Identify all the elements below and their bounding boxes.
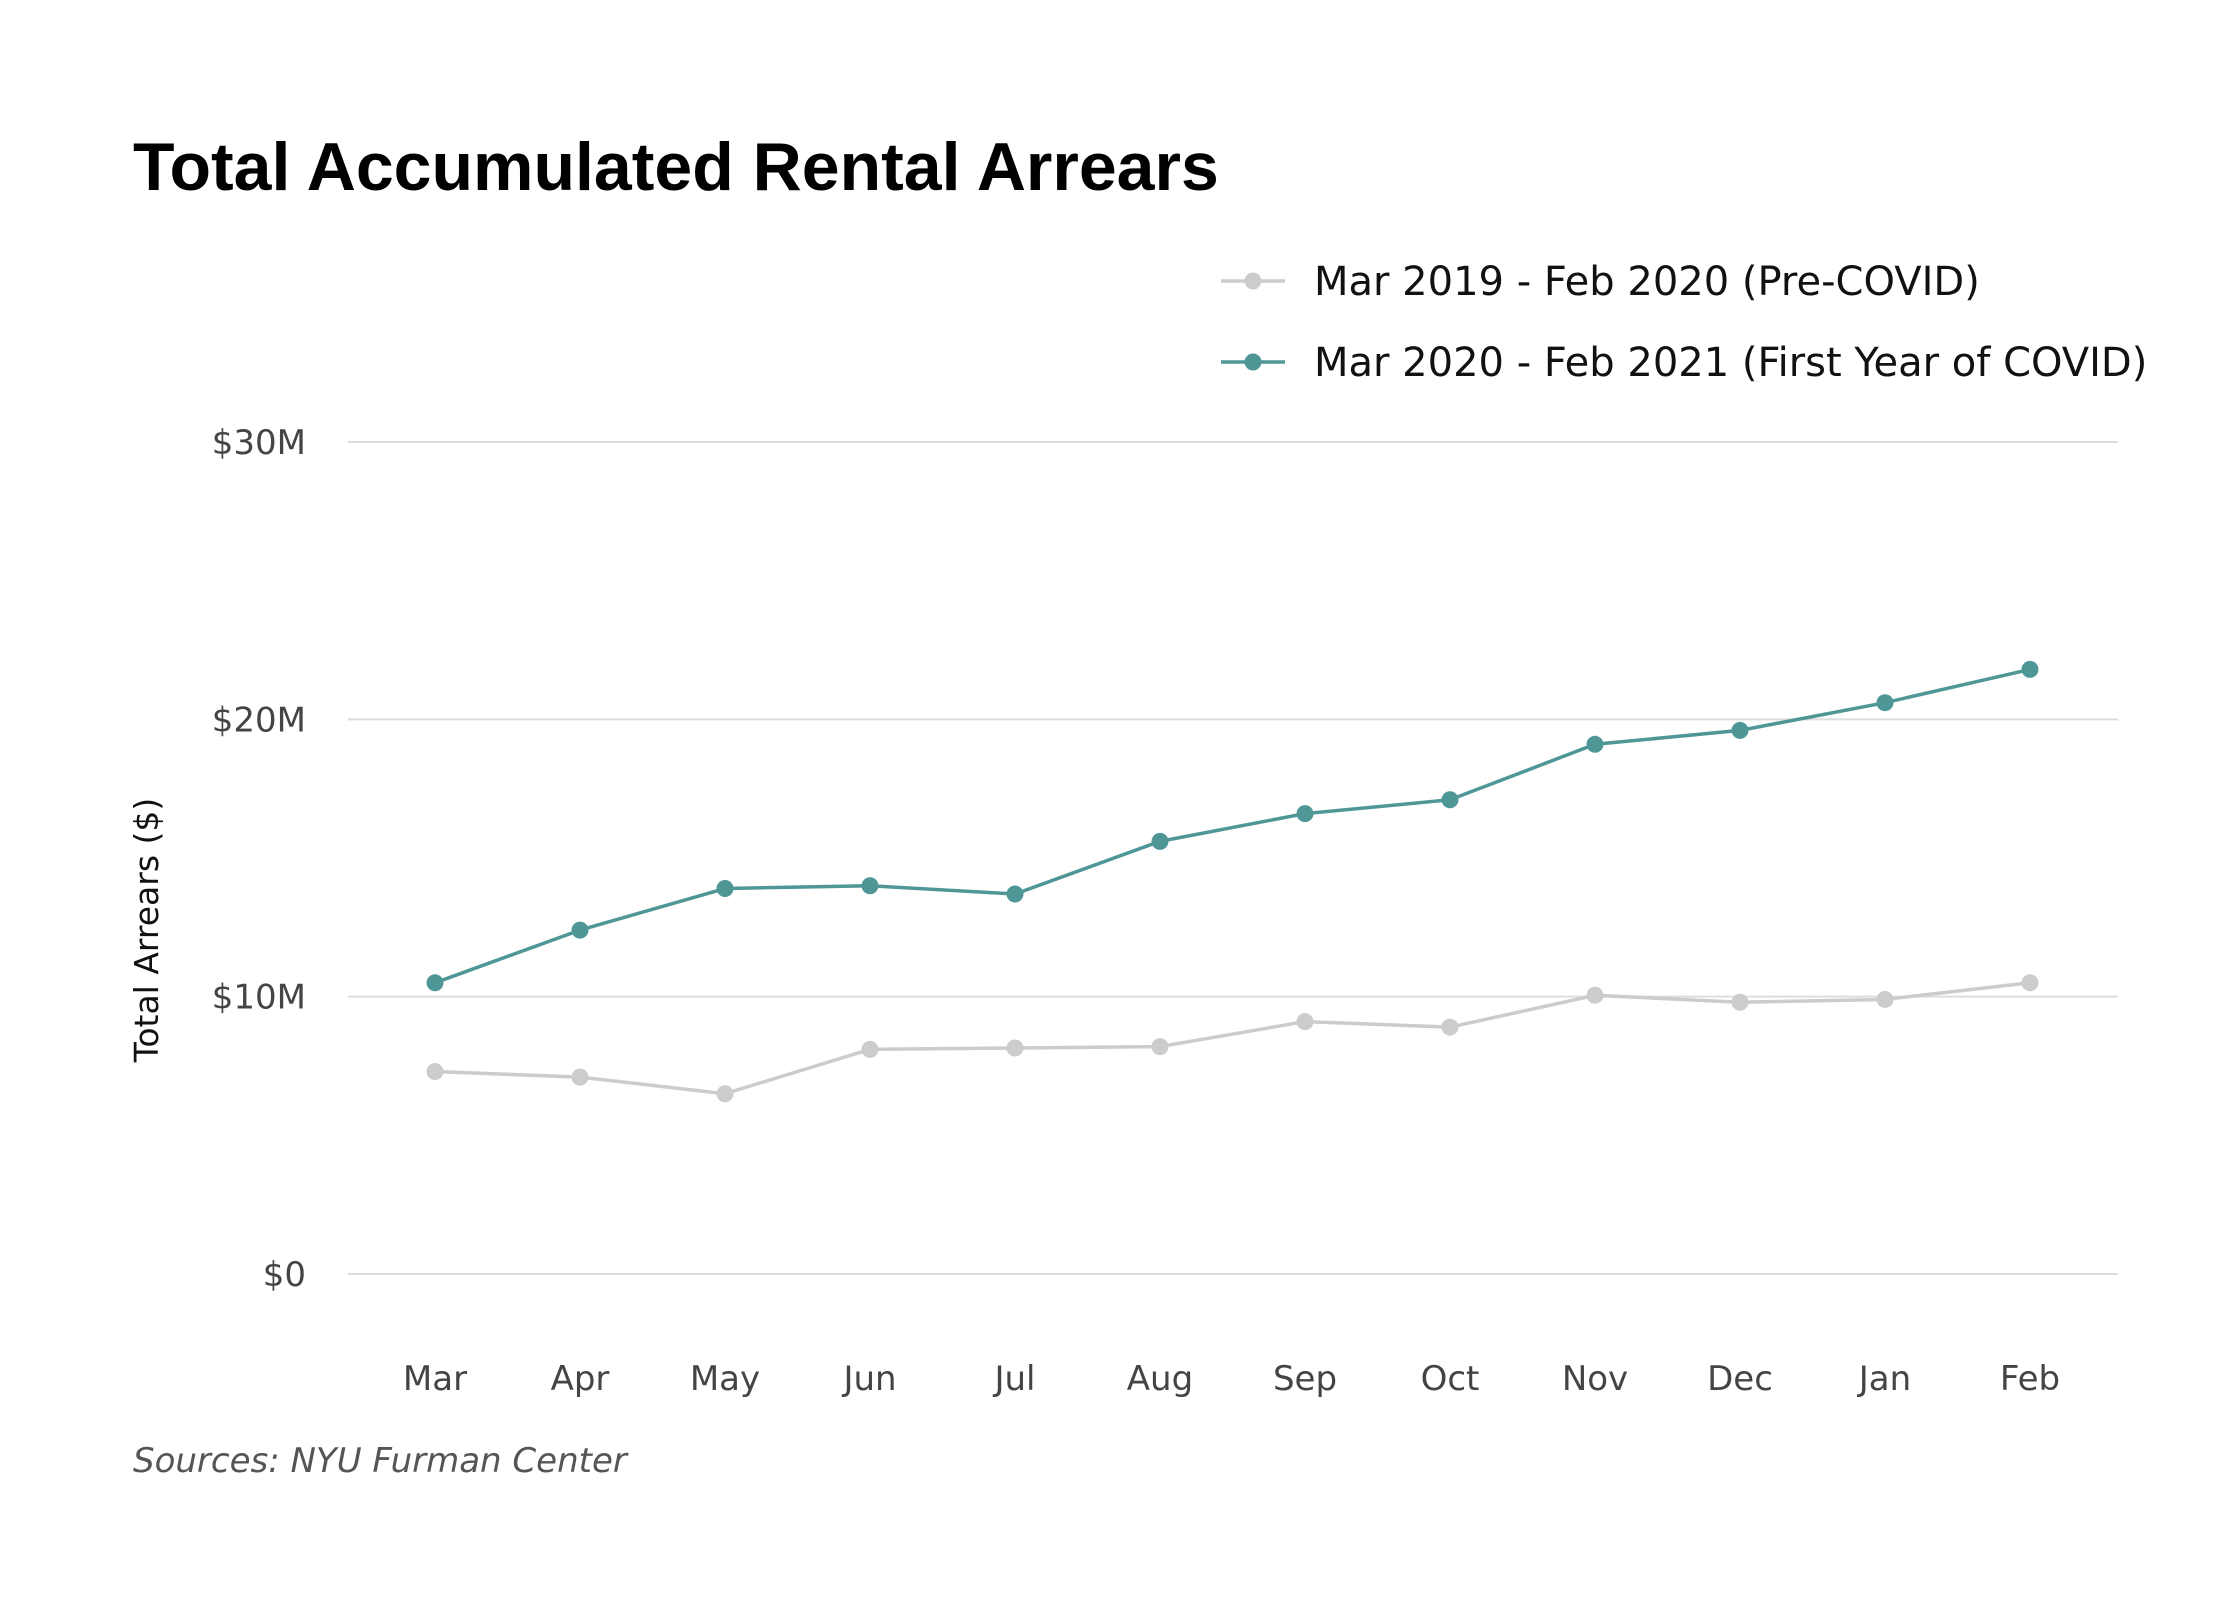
data-point — [1151, 1038, 1169, 1056]
data-point — [571, 921, 589, 939]
data-point — [1876, 990, 1894, 1008]
y-tick-label: $30M — [212, 423, 306, 463]
data-point — [2021, 974, 2039, 992]
legend-marker — [1244, 272, 1262, 290]
data-point — [1296, 1013, 1314, 1031]
data-point — [861, 877, 879, 895]
x-tick-label: May — [690, 1359, 760, 1399]
data-point — [1731, 721, 1749, 739]
x-tick-label: Dec — [1707, 1359, 1773, 1399]
x-tick-label: Aug — [1127, 1359, 1193, 1399]
data-point — [1586, 986, 1604, 1004]
series-line — [434, 667, 2031, 985]
data-point — [1441, 1018, 1459, 1036]
data-point — [2021, 660, 2039, 678]
x-tick-label: Apr — [551, 1359, 610, 1399]
data-point — [861, 1040, 879, 1058]
data-point — [1006, 885, 1024, 903]
data-point — [1006, 1039, 1024, 1057]
data-point — [426, 974, 444, 992]
x-tick-label: Mar — [403, 1359, 467, 1399]
y-tick-label: $20M — [212, 700, 306, 740]
data-point — [1731, 993, 1749, 1011]
x-tick-label: Jul — [992, 1359, 1035, 1399]
y-axis-title: Total Arrears ($) — [127, 798, 166, 1063]
gridlines — [348, 441, 2118, 1275]
data-point — [1586, 735, 1604, 753]
x-tick-label: Sep — [1273, 1359, 1337, 1399]
series-layer — [426, 660, 2039, 1103]
legend-label: Mar 2020 - Feb 2021 (First Year of COVID… — [1314, 340, 2147, 386]
data-point — [1441, 791, 1459, 809]
y-axis-ticks: $0 $10M $20M $30M — [212, 423, 306, 1295]
source-note: Sources: NYU Furman Center — [133, 1441, 629, 1481]
x-tick-label: Jan — [1857, 1359, 1911, 1399]
series-line — [434, 981, 2031, 1096]
legend-item-2: Mar 2020 - Feb 2021 (First Year of COVID… — [1221, 340, 2147, 386]
data-point — [716, 880, 734, 898]
x-tick-label: Jun — [841, 1359, 896, 1399]
legend-label: Mar 2019 - Feb 2020 (Pre-COVID) — [1314, 259, 1980, 305]
data-point — [716, 1085, 734, 1103]
y-tick-label: $0 — [263, 1255, 306, 1295]
legend-marker — [1244, 353, 1262, 371]
series-2 — [426, 660, 2039, 992]
y-tick-label: $10M — [212, 978, 306, 1018]
data-point — [1151, 832, 1169, 850]
legend: Mar 2019 - Feb 2020 (Pre-COVID) Mar 2020 … — [1221, 259, 2147, 386]
x-axis-ticks: Mar Apr May Jun Jul Aug Sep Oct Nov Dec Jan Feb — [403, 1359, 2060, 1399]
x-tick-label: Feb — [2000, 1359, 2060, 1399]
legend-item-1: Mar 2019 - Feb 2020 (Pre-COVID) — [1221, 259, 1980, 305]
chart-title: Total Accumulated Rental Arrears — [133, 129, 1219, 205]
data-point — [426, 1063, 444, 1081]
series-1 — [426, 974, 2039, 1103]
x-tick-label: Oct — [1421, 1359, 1480, 1399]
x-tick-label: Nov — [1562, 1359, 1628, 1399]
data-point — [1876, 694, 1894, 712]
data-point — [571, 1068, 589, 1086]
data-point — [1296, 805, 1314, 823]
